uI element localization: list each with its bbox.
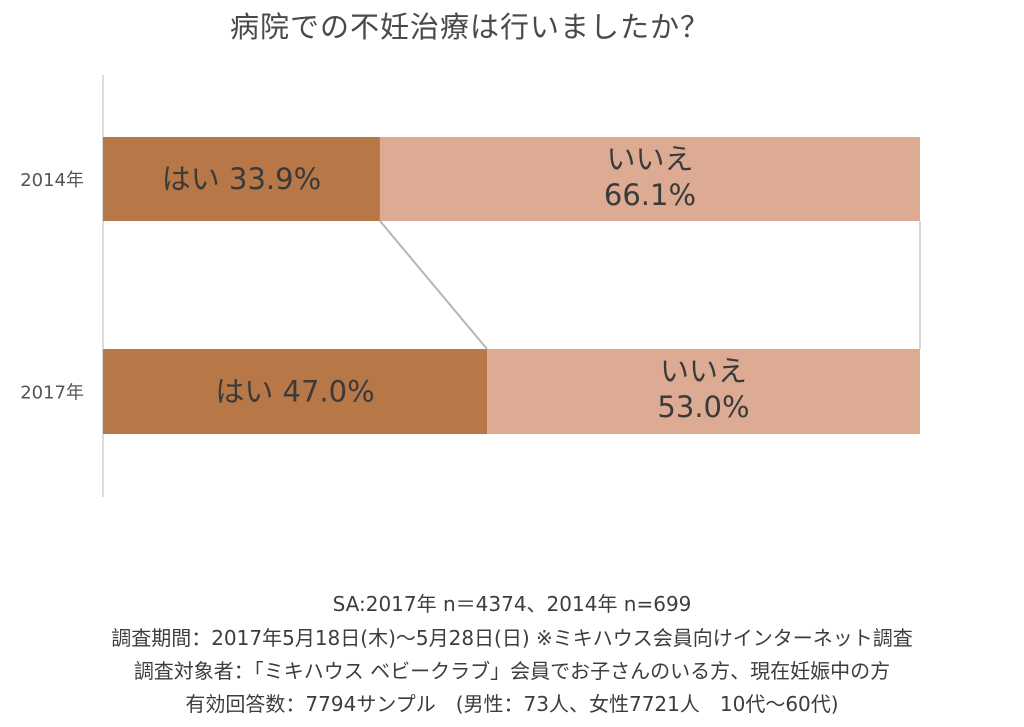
data-label-yes: はい 33.9% <box>162 162 321 196</box>
valid-responses-note: 有効回答数：7794サンプル (男性：73人、女性7721人 10代～60代) <box>185 692 839 716</box>
bar-yes-2017年 <box>103 349 487 434</box>
data-label-no: 66.1% <box>604 178 696 212</box>
data-label-no: 53.0% <box>657 390 749 424</box>
data-label-yes: はい 47.0% <box>215 375 374 409</box>
chart-title: 病院での不妊治療は行いましたか？ <box>229 10 710 44</box>
survey-period-note: 調査期間：2017年5月18日(木)～5月28日(日) ※ミキハウス会員向けイン… <box>111 626 913 650</box>
data-label-no: いいえ <box>606 142 693 176</box>
category-label: 2017年 <box>20 383 84 404</box>
bar-no-2017年 <box>486 349 920 434</box>
survey-target-note: 調査対象者：「ミキハウス ベビークラブ」会員でお子さんのいる方、現在妊娠中の方 <box>133 659 891 683</box>
bar-no-2014年 <box>379 137 920 221</box>
connector-line-split <box>379 220 488 350</box>
sample-size-note: SA:2017年 n＝4374、2014年 n=699 <box>332 592 692 616</box>
data-label-no: いいえ <box>660 354 747 388</box>
category-label: 2014年 <box>20 170 84 191</box>
bar-yes-2014年 <box>103 137 380 221</box>
